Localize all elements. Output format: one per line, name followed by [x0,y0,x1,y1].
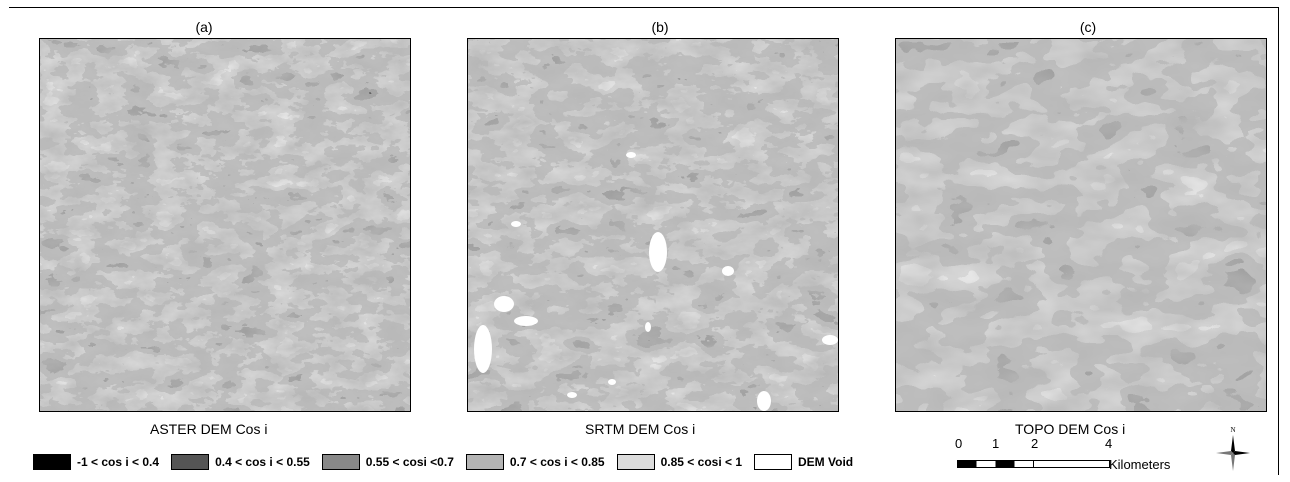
legend-swatch [465,454,504,470]
legend-item: DEM Void [754,454,853,470]
legend: -1 < cos i < 0.4 0.4 < cos i < 0.55 0.55… [33,451,865,473]
legend-swatch [754,454,793,470]
dem-void-patches [474,152,838,411]
figure-frame [9,7,1279,475]
legend-label: 0.4 < cos i < 0.55 [215,455,310,469]
map-aster [39,38,411,412]
north-arrow: N [1213,424,1253,472]
scale-tick-label: 2 [1031,436,1039,451]
panel-b-caption: SRTM DEM Cos i [585,421,696,437]
legend-label: 0.7 < cos i < 0.85 [509,455,605,469]
scale-unit-label: Kilometers [1109,457,1171,472]
north-arrow-icon: N [1216,426,1250,471]
legend-item: -1 < cos i < 0.4 [33,454,159,470]
legend-item: 0.85 < cosi < 1 [616,454,743,470]
legend-label: DEM Void [798,455,854,469]
legend-label: -1 < cos i < 0.4 [77,455,160,469]
scale-tick-label: 0 [955,436,963,451]
scale-tick-label: 4 [1105,436,1113,451]
legend-swatch [171,454,210,470]
legend-label: 0.85 < cosi < 1 [660,455,743,469]
legend-swatch [321,454,360,470]
scale-bar: 0 1 2 4 Kilometers [955,436,1195,472]
srtm-hillshade [468,39,838,411]
aster-hillshade [40,39,410,411]
map-topo [895,38,1267,412]
legend-item: 0.55 < cosi <0.7 [321,454,454,470]
scale-tick-label: 1 [992,436,1000,451]
panel-c-label: (c) [1079,19,1097,35]
legend-swatch [616,454,655,470]
scale-bar-graphic [957,460,1110,468]
panel-b-label: (b) [651,19,669,35]
map-srtm [467,38,839,412]
legend-item: 0.4 < cos i < 0.55 [171,454,310,470]
panel-a-label: (a) [195,19,213,35]
legend-label: 0.55 < cosi <0.7 [365,455,454,469]
legend-swatch [33,454,71,470]
legend-item: 0.7 < cos i < 0.85 [465,454,605,470]
panel-a-caption: ASTER DEM Cos i [150,421,268,437]
topo-hillshade [896,39,1266,411]
north-label: N [1230,426,1235,434]
panel-c-caption: TOPO DEM Cos i [1015,421,1126,437]
